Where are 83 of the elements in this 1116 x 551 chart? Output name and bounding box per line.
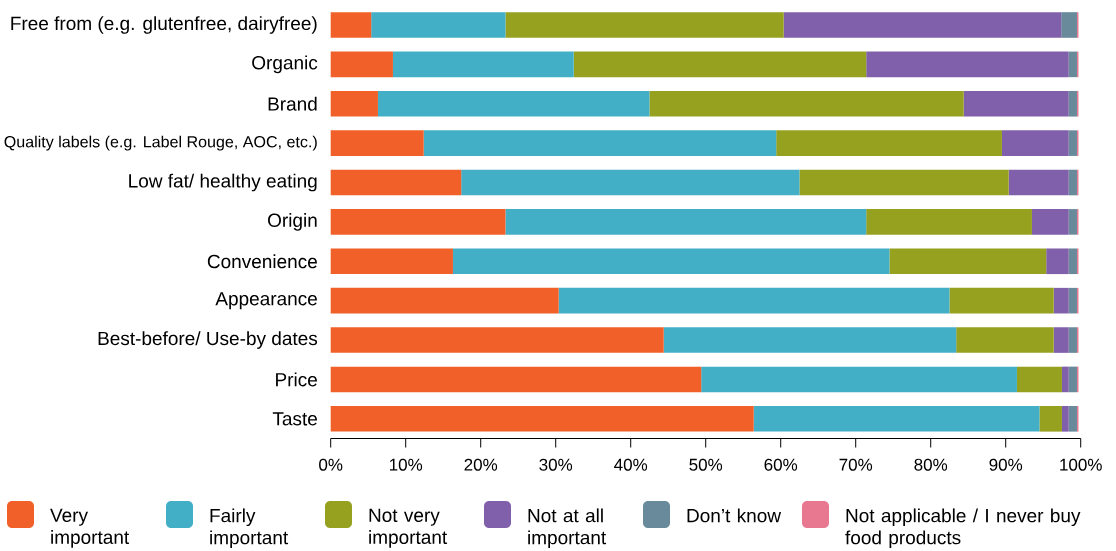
bar bbox=[866, 51, 1069, 78]
x-tick-label: 80% bbox=[914, 458, 948, 471]
bar bbox=[1068, 130, 1077, 156]
bar bbox=[1068, 248, 1077, 275]
bar bbox=[330, 287, 559, 314]
bar bbox=[1068, 366, 1077, 393]
x-tick-label: 40% bbox=[614, 458, 648, 471]
bar bbox=[799, 169, 1009, 196]
y-tick-label: Brand bbox=[268, 96, 317, 111]
y-tick-label: Origin bbox=[268, 213, 317, 231]
bar bbox=[330, 12, 372, 38]
bar bbox=[330, 366, 702, 393]
bar bbox=[330, 209, 506, 235]
bar bbox=[505, 12, 784, 38]
bar bbox=[1053, 327, 1069, 353]
bar bbox=[1053, 287, 1069, 314]
bar bbox=[1068, 406, 1077, 432]
bar bbox=[866, 209, 1032, 235]
bar bbox=[461, 169, 800, 196]
legend-label: Fairly important bbox=[210, 508, 289, 549]
y-tick-label: Convenience bbox=[207, 254, 317, 269]
x-tick-label: 10% bbox=[389, 458, 423, 471]
bar bbox=[330, 51, 393, 78]
x-tick-label: 60% bbox=[764, 458, 798, 471]
y-tick-label: Best-before/ Use-by dates bbox=[98, 331, 318, 349]
bar bbox=[1068, 327, 1077, 353]
bar bbox=[377, 90, 650, 117]
bar bbox=[1068, 90, 1077, 117]
y-tick-label: Low fat/ healthy eating bbox=[129, 173, 317, 192]
bar bbox=[505, 209, 867, 235]
legend-label: Don’t know bbox=[687, 508, 782, 523]
bar bbox=[330, 248, 453, 275]
x-tick-label: 100% bbox=[1060, 458, 1102, 471]
bar bbox=[330, 90, 378, 117]
x-tick-label: 70% bbox=[839, 458, 873, 471]
legend-label: Not applicable / I never buy food products bbox=[845, 508, 1081, 549]
bar bbox=[949, 287, 1054, 314]
x-tick-label: 90% bbox=[989, 458, 1023, 471]
bar bbox=[1068, 209, 1077, 235]
bar bbox=[392, 51, 574, 78]
bar bbox=[1068, 169, 1077, 196]
bar bbox=[573, 51, 867, 78]
bar bbox=[1008, 169, 1069, 196]
y-tick-label: Free from (e.g. glutenfree, dairyfree) bbox=[11, 16, 317, 34]
bar bbox=[1031, 209, 1069, 235]
bar bbox=[330, 406, 754, 432]
x-tick-label: 20% bbox=[464, 458, 498, 471]
bar bbox=[783, 12, 1062, 38]
bar bbox=[1016, 366, 1062, 393]
bar bbox=[1001, 130, 1069, 156]
bar bbox=[963, 90, 1069, 117]
y-tick-label: Taste bbox=[272, 412, 317, 426]
bar bbox=[1046, 248, 1069, 275]
bar bbox=[330, 327, 664, 353]
bar bbox=[956, 327, 1054, 353]
bar bbox=[558, 287, 950, 314]
y-tick-label: Appearance bbox=[215, 292, 317, 310]
bar bbox=[1068, 287, 1077, 314]
bar bbox=[1039, 406, 1062, 432]
bar bbox=[330, 169, 462, 196]
bar bbox=[423, 130, 777, 156]
bar bbox=[1061, 366, 1069, 393]
bar bbox=[889, 248, 1047, 275]
bar bbox=[1061, 406, 1069, 432]
bar bbox=[1061, 12, 1077, 38]
bar bbox=[663, 327, 957, 353]
bar bbox=[1068, 51, 1077, 78]
x-tick-label: 30% bbox=[539, 458, 573, 471]
y-tick-label: Price bbox=[276, 372, 317, 387]
bar bbox=[452, 248, 890, 275]
bar bbox=[649, 90, 964, 117]
legend-label: Not very important bbox=[369, 508, 448, 548]
bar bbox=[776, 130, 1002, 156]
bar bbox=[753, 406, 1040, 432]
y-tick-label: Organic bbox=[252, 55, 318, 74]
legend-label: Not at all important bbox=[528, 508, 607, 549]
bar bbox=[330, 130, 424, 156]
y-tick-label: Quality labels (e.g. Label Rouge, AOC, etc.) bbox=[4, 135, 317, 151]
legend-label: Very important bbox=[50, 508, 130, 548]
x-tick-label: 50% bbox=[689, 458, 723, 471]
bar bbox=[701, 366, 1017, 393]
x-tick-label: 0% bbox=[319, 458, 343, 471]
bar bbox=[371, 12, 506, 38]
